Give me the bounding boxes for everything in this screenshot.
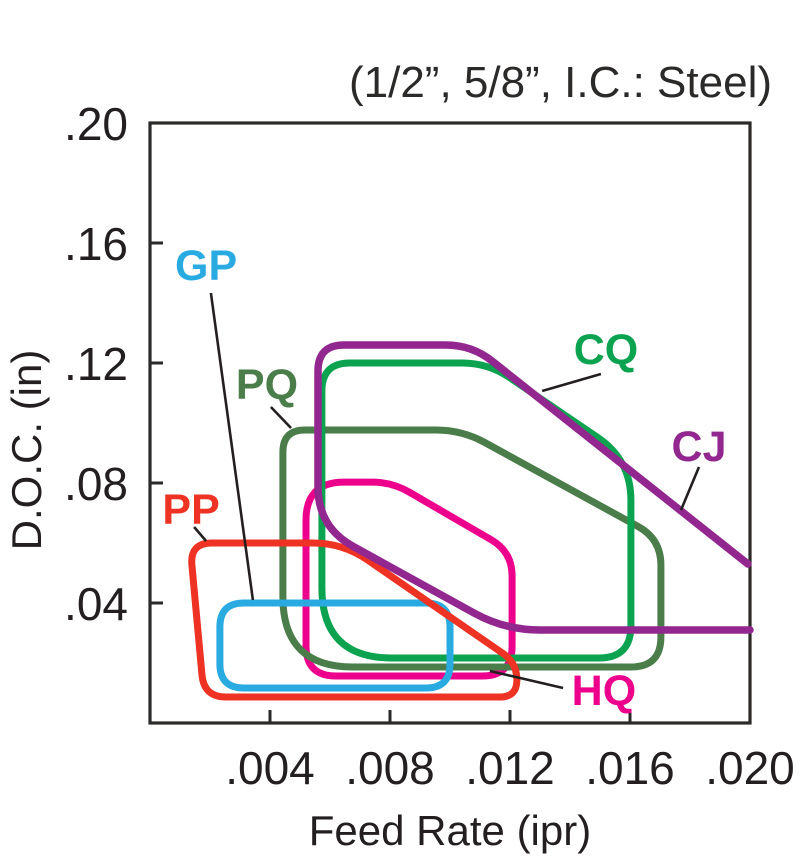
y-tick-label: .16 bbox=[64, 218, 128, 270]
y-tick-label: .20 bbox=[64, 98, 128, 150]
y-tick-label: .08 bbox=[64, 458, 128, 510]
plot-border bbox=[148, 121, 752, 725]
region-outline-pq bbox=[279, 426, 665, 671]
axis-tick-labels: .004 .008 .012 .016 .020 .04 .08 .12 .16 .20 bbox=[64, 98, 795, 794]
region-outline-pp bbox=[188, 539, 521, 701]
region-outline-gp bbox=[216, 599, 454, 692]
region-label-gp: GP bbox=[175, 242, 237, 290]
x-tick-label: .016 bbox=[585, 742, 675, 794]
x-axis-label: Feed Rate (ipr) bbox=[309, 807, 591, 854]
leader-line-cq bbox=[541, 372, 602, 393]
leader-line-hq bbox=[489, 669, 564, 690]
region-label-pq: PQ bbox=[236, 361, 298, 409]
region-outline-cj bbox=[314, 341, 754, 634]
leader-lines bbox=[193, 292, 701, 690]
x-tick-label: .012 bbox=[465, 742, 555, 794]
leader-line-gp bbox=[209, 292, 255, 601]
region-label-hq: HQ bbox=[572, 667, 637, 715]
region-label-cj: CJ bbox=[672, 423, 727, 471]
region-label-cq: CQ bbox=[574, 326, 639, 374]
leader-line-pq bbox=[269, 406, 292, 429]
y-tick-label: .12 bbox=[64, 338, 128, 390]
x-tick-label: .020 bbox=[705, 742, 795, 794]
y-axis-label: D.O.C. (in) bbox=[3, 350, 50, 551]
region-outline-hq bbox=[302, 478, 516, 680]
x-tick-label: .004 bbox=[225, 742, 315, 794]
region-labels: HQ PQ CQ GP PP CJ bbox=[162, 242, 726, 715]
figure-title: (1/2”, 5/8”, I.C.: Steel) bbox=[349, 58, 772, 107]
y-tick-label: .04 bbox=[64, 578, 128, 630]
region-label-pp: PP bbox=[162, 486, 219, 534]
region-outline-cq bbox=[318, 359, 635, 662]
leader-line-pp bbox=[193, 526, 208, 542]
axis-ticks bbox=[150, 121, 752, 723]
x-tick-label: .008 bbox=[345, 742, 435, 794]
leader-line-cj bbox=[679, 466, 701, 511]
regions bbox=[188, 341, 754, 701]
